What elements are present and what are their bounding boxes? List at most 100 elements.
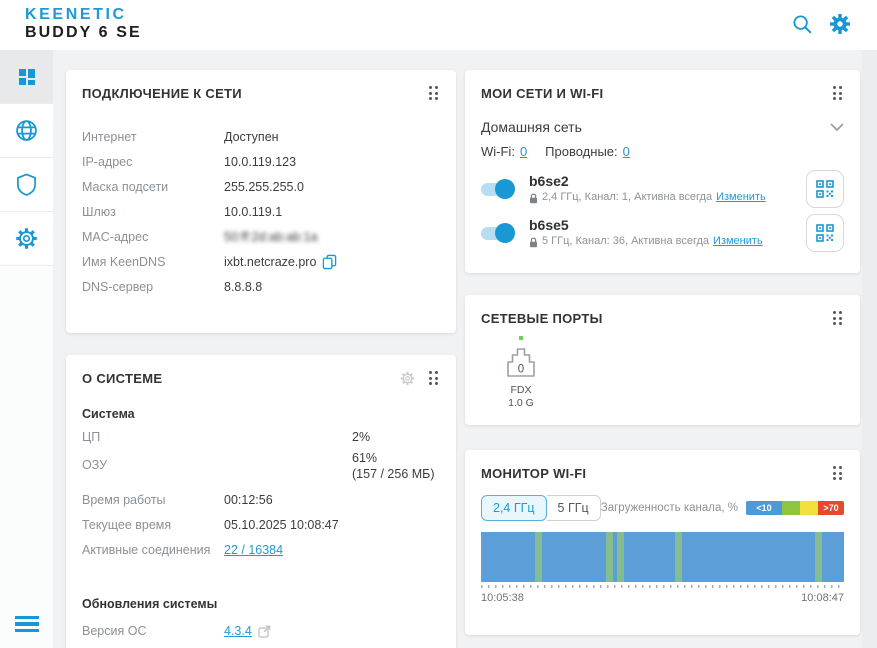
drag-handle-icon[interactable] (831, 464, 845, 482)
wifi-count-link[interactable]: 0 (519, 144, 528, 159)
content-area: ПОДКЛЮЧЕНИЕ К СЕТИ Интернет Доступен IP-а… (53, 50, 877, 648)
info-row: Активные соединения 22 / 16384 (82, 543, 284, 557)
chart-start-time: 10:05:38 (481, 592, 524, 604)
mac-address-obscured: 50:ff:2d:ab:ab:1a (224, 229, 318, 244)
sidebar-item-internet[interactable] (0, 104, 53, 158)
topbar-icons (791, 13, 851, 35)
legend-segment: <10 (746, 501, 782, 515)
section-updates: Обновления системы (82, 596, 218, 611)
card-title: СЕТЕВЫЕ ПОРТЫ (481, 310, 603, 326)
info-row: Маска подсети 255.255.255.0 (82, 179, 304, 194)
wired-count-label: Проводные: (545, 144, 618, 159)
edit-wifi-link[interactable]: Изменить (716, 191, 766, 204)
wifi-network-row: b6se2 2,4 ГГц, Канал: 1, Активна всегда … (481, 169, 844, 209)
top-bar: KEENETIC BUDDY 6 SE (0, 0, 877, 50)
sidebar-item-security[interactable] (0, 158, 53, 212)
wifi-count-label: Wi-Fi: (481, 144, 515, 159)
chart-end-time: 10:08:47 (801, 592, 844, 604)
qr-code-button[interactable] (806, 170, 844, 208)
qr-code-button[interactable] (806, 214, 844, 252)
channel-load-legend: Загруженность канала, % <10 >70 (601, 501, 844, 515)
wifi-toggle[interactable] (481, 178, 515, 199)
card-my-networks: МОИ СЕТИ И WI-FI Домашняя сеть Wi-Fi: 0 … (465, 70, 860, 273)
legend-segment (800, 501, 818, 515)
card-network-connection: ПОДКЛЮЧЕНИЕ К СЕТИ Интернет Доступен IP-а… (66, 70, 456, 333)
card-title: МОИ СЕТИ И WI-FI (481, 85, 604, 101)
info-row: Интернет Доступен (82, 129, 279, 144)
tab-2-4-ghz[interactable]: 2,4 ГГц (481, 495, 547, 521)
ssid: b6se5 (529, 216, 569, 233)
active-connections-link[interactable]: 22 / 16384 (224, 543, 284, 557)
port-0[interactable]: 0 FDX 1.0 G (479, 335, 563, 410)
external-link-icon (258, 625, 271, 638)
card-title: ПОДКЛЮЧЕНИЕ К СЕТИ (82, 85, 242, 101)
keenetic-logo[interactable]: KEENETIC BUDDY 6 SE (25, 6, 142, 43)
gear-outline-icon (16, 228, 37, 249)
lock-icon (530, 237, 537, 247)
globe-icon (16, 120, 37, 141)
info-row: MAC-адрес 50:ff:2d:ab:ab:1a (82, 229, 318, 244)
card-title: О СИСТЕМЕ (82, 370, 163, 386)
search-icon[interactable] (791, 13, 813, 35)
info-row: Имя KeenDNS ixbt.netcraze.pro (82, 249, 440, 274)
wifi-load-chart (481, 532, 844, 582)
drag-handle-icon[interactable] (427, 369, 441, 387)
info-row: Шлюз 10.0.119.1 (82, 204, 283, 219)
home-network-expander[interactable]: Домашняя сеть (465, 119, 860, 135)
card-about-system: О СИСТЕМЕ (66, 355, 456, 648)
sidebar (0, 50, 53, 648)
card-title: МОНИТОР WI-FI (481, 465, 587, 481)
copy-icon[interactable] (322, 254, 337, 270)
scrollbar[interactable] (862, 50, 877, 648)
menu-icon[interactable] (11, 612, 43, 637)
wifi-details: 2,4 ГГц, Канал: 1, Активна всегда (542, 191, 713, 204)
legend-label: Загруженность канала, % (600, 502, 738, 514)
internet-status: Доступен (224, 129, 279, 144)
shield-icon (17, 173, 36, 196)
cpu-row: ЦП 2% (82, 430, 371, 444)
info-row: DNS-сервер 8.8.8.8 (82, 279, 263, 294)
gateway: 10.0.119.1 (224, 204, 283, 219)
port-speed: 1.0 G (508, 397, 534, 410)
chevron-down-icon (830, 123, 844, 131)
drag-handle-icon[interactable] (831, 84, 845, 102)
gear-icon[interactable] (829, 13, 851, 35)
dashboard-icon (18, 68, 35, 85)
section-system: Система (82, 407, 135, 421)
uptime: 00:12:56 (224, 493, 273, 507)
drag-handle-icon[interactable] (427, 84, 441, 102)
home-network-label: Домашняя сеть (481, 119, 582, 135)
info-row: Доступно обновление (82, 644, 440, 648)
os-version-link[interactable]: 4.3.4 (224, 624, 252, 638)
legend-segment: >70 (818, 501, 844, 515)
subnet-mask: 255.255.255.0 (224, 179, 304, 194)
port-number: 0 (518, 364, 524, 376)
qr-icon (816, 224, 834, 242)
widget-settings-icon[interactable] (400, 371, 415, 386)
port-duplex: FDX (510, 384, 532, 396)
chart-tick-marks (481, 585, 844, 588)
ip-address: 10.0.119.123 (224, 154, 297, 169)
info-row: Время работы 00:12:56 (82, 493, 273, 507)
ssid: b6se2 (529, 172, 569, 189)
band-selector: 2,4 ГГц 5 ГГц (481, 495, 601, 521)
sidebar-bottom (0, 612, 53, 637)
card-network-ports: СЕТЕВЫЕ ПОРТЫ 0 FDX 1.0 G (465, 295, 860, 425)
info-row: IP-адрес 10.0.119.123 (82, 154, 297, 169)
sidebar-item-management[interactable] (0, 212, 53, 266)
wifi-details: 5 ГГц, Канал: 36, Активна всегда (542, 235, 710, 248)
card-wifi-monitor: МОНИТОР WI-FI 2,4 ГГц 5 ГГц Загруженност… (465, 450, 860, 635)
drag-handle-icon[interactable] (831, 309, 845, 327)
wired-count-link[interactable]: 0 (622, 144, 630, 159)
info-row: Версия ОС 4.3.4 (82, 619, 440, 644)
ram-percent: 61% (352, 451, 378, 465)
ram-detail: (157 / 256 МБ) (352, 467, 435, 482)
wifi-toggle[interactable] (481, 222, 515, 243)
sidebar-item-dashboard[interactable] (0, 50, 53, 104)
model-name: BUDDY 6 SE (25, 24, 142, 42)
tab-5-ghz[interactable]: 5 ГГц (546, 495, 601, 521)
link-up-indicator (519, 336, 523, 340)
edit-wifi-link[interactable]: Изменить (713, 235, 763, 248)
current-time: 05.10.2025 10:08:47 (224, 518, 339, 532)
